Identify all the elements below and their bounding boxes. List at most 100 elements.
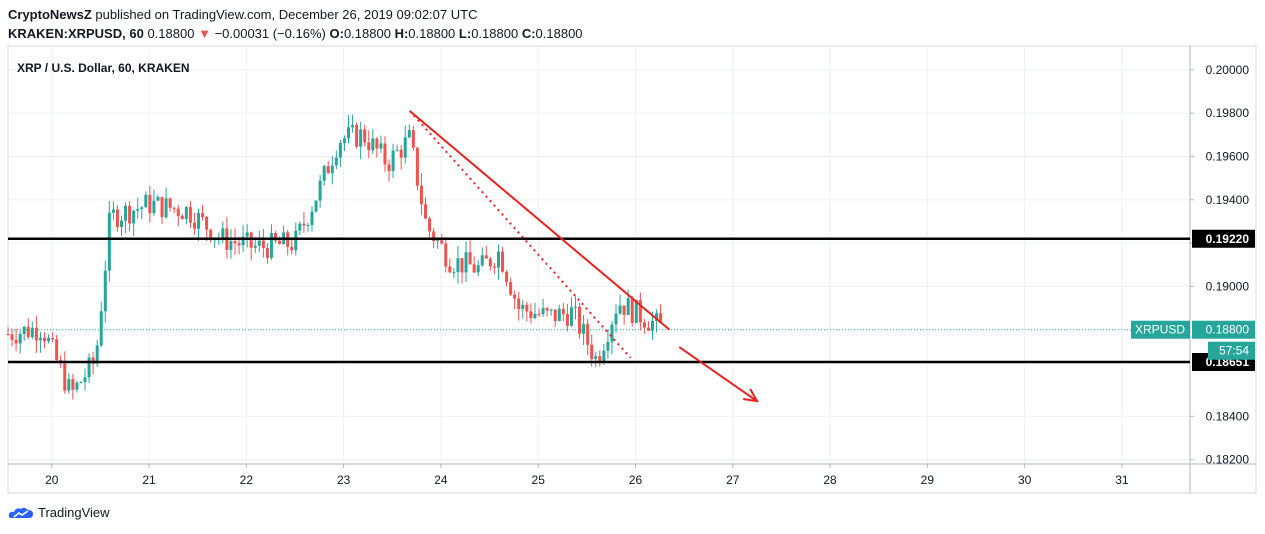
candle-body xyxy=(622,305,626,315)
candle-body xyxy=(241,236,245,246)
candle-body xyxy=(432,231,436,242)
candle-body xyxy=(278,240,282,245)
candle-body xyxy=(371,138,375,151)
candle-body xyxy=(261,240,265,249)
candle-body xyxy=(468,252,472,265)
down-arrow-icon: ▼ xyxy=(198,26,211,41)
candle-body xyxy=(440,240,444,244)
candle-body xyxy=(298,223,302,231)
chart-frame xyxy=(7,45,1257,494)
candle-body xyxy=(569,307,573,326)
candle-body xyxy=(346,127,350,139)
candle-body xyxy=(63,363,67,391)
candles-layer xyxy=(6,114,663,400)
published-text: published on TradingView.com, December 2… xyxy=(91,7,478,22)
candle-body xyxy=(168,198,172,208)
candle-body xyxy=(318,180,322,201)
current-price-label: 0.18800 xyxy=(1206,323,1250,337)
candle-body xyxy=(326,166,330,174)
candle-body xyxy=(655,313,659,321)
candle-body xyxy=(424,204,428,219)
candle-body xyxy=(403,137,407,158)
candle-body xyxy=(590,344,594,360)
forecast-arrow-head xyxy=(743,388,759,403)
y-tick-label: 0.18200 xyxy=(1206,453,1250,467)
high-label: H: xyxy=(394,26,409,41)
publisher-line: CryptoNewsZ published on TradingView.com… xyxy=(8,7,477,22)
candle-body xyxy=(578,306,582,334)
candle-body xyxy=(464,252,468,273)
candle-body xyxy=(456,258,460,273)
candle-body xyxy=(237,243,241,246)
candle-body xyxy=(634,299,638,323)
x-tick-label: 22 xyxy=(240,473,254,487)
candle-body xyxy=(529,311,533,319)
tradingview-brand[interactable]: TradingView xyxy=(8,505,110,520)
y-tick-label: 0.18400 xyxy=(1206,409,1250,423)
candle-body xyxy=(71,379,75,390)
candle-body xyxy=(184,207,188,220)
candle-body xyxy=(310,211,314,225)
candle-body xyxy=(618,305,622,314)
candle-body xyxy=(573,306,577,308)
candle-body xyxy=(517,298,521,310)
candle-body xyxy=(509,282,513,295)
candle-body xyxy=(407,130,411,138)
candle-body xyxy=(415,147,419,186)
candle-body xyxy=(582,324,586,334)
candle-body xyxy=(452,272,456,274)
open-value: 0.18800 xyxy=(343,26,391,41)
x-tick-label: 28 xyxy=(823,473,837,487)
x-tick-label: 27 xyxy=(726,473,740,487)
candle-body xyxy=(253,245,257,248)
candle-body xyxy=(144,194,148,208)
candle-body xyxy=(83,377,87,383)
candle-body xyxy=(525,304,529,312)
candle-body xyxy=(192,222,196,229)
candle-body xyxy=(367,142,371,151)
drawings-layer: XRPUSD xyxy=(8,110,1190,403)
candle-body xyxy=(521,304,525,310)
publisher-name[interactable]: CryptoNewsZ xyxy=(8,7,92,22)
level-price-label: 0.19220 xyxy=(1206,232,1250,246)
open-label: O: xyxy=(329,26,344,41)
candle-body xyxy=(610,324,614,342)
high-value: 0.18800 xyxy=(408,26,456,41)
candle-body xyxy=(205,217,209,230)
candle-body xyxy=(6,334,10,336)
candle-body xyxy=(180,215,184,220)
close-label: C: xyxy=(521,26,536,41)
candle-body xyxy=(342,138,346,143)
candle-body xyxy=(42,337,46,342)
candle-body xyxy=(47,338,51,342)
candle-body xyxy=(302,223,306,226)
candle-body xyxy=(557,308,561,322)
candle-body xyxy=(334,157,338,166)
candle-body xyxy=(119,220,123,228)
candle-body xyxy=(646,327,650,331)
candle-body xyxy=(472,264,476,273)
current-price-badge xyxy=(1192,320,1255,339)
brand-label: TradingView xyxy=(38,505,110,520)
chart-grid xyxy=(8,46,1190,464)
price-axis[interactable]: 0.200000.198000.196000.194000.192000.190… xyxy=(1190,63,1255,467)
candle-body xyxy=(51,338,55,340)
candle-body xyxy=(586,324,590,345)
candle-body xyxy=(67,379,71,391)
candle-body xyxy=(391,150,395,172)
countdown-label: 57:54 xyxy=(1219,344,1249,358)
time-axis[interactable]: 20 21 22 23 24 25 26 27 28 29 30 31 xyxy=(45,464,1129,487)
candle-body xyxy=(359,129,363,147)
candle-body xyxy=(209,229,213,241)
candle-body xyxy=(561,308,565,315)
candle-body xyxy=(606,341,610,351)
candle-body xyxy=(140,207,144,210)
candle-body xyxy=(274,232,278,241)
candle-body xyxy=(383,143,387,165)
candle-body xyxy=(176,208,180,216)
candle-body xyxy=(14,339,18,344)
candle-body xyxy=(594,356,598,360)
candle-body xyxy=(160,197,164,218)
candle-body xyxy=(651,320,655,331)
